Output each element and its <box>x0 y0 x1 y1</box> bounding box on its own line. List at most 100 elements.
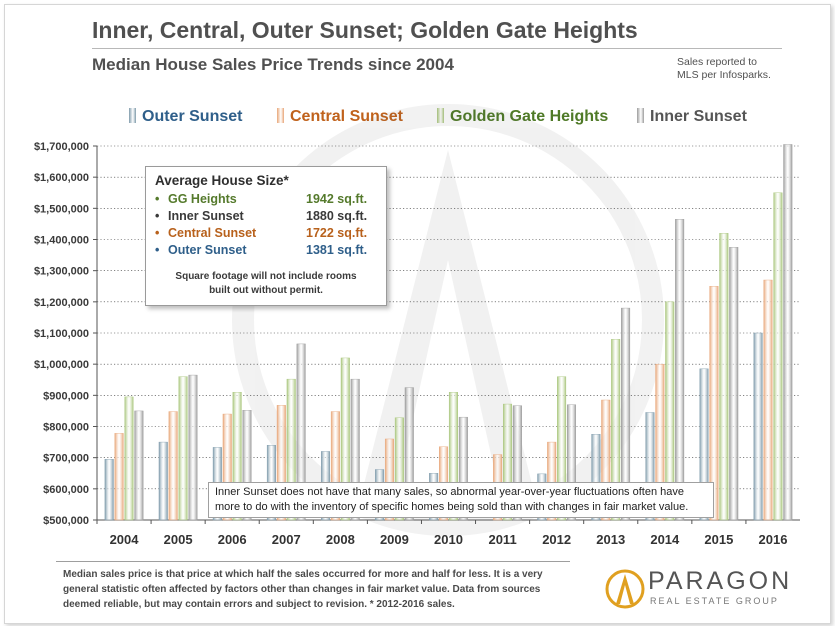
y-tick-label: $1,400,000 <box>34 235 89 247</box>
size-row-value: 1880 sq.ft. <box>306 209 368 223</box>
y-tick-label: $1,300,000 <box>34 266 89 278</box>
bar-golden-gate-heights-2007 <box>286 378 296 521</box>
size-row-value: 1381 sq.ft. <box>306 243 368 257</box>
size-row-label: GG Heights <box>168 192 237 206</box>
x-tick-label: 2014 <box>650 532 680 547</box>
x-tick-label: 2006 <box>218 532 247 547</box>
bar-central-sunset-2004 <box>114 433 124 521</box>
footer-divider <box>56 561 570 562</box>
inner-sunset-annotation: Inner Sunset does not have that many sal… <box>208 482 714 518</box>
y-tick-label: $600,000 <box>43 484 89 496</box>
bar-central-sunset-2014 <box>655 363 665 521</box>
bar-golden-gate-heights-2010 <box>448 392 458 521</box>
bar-golden-gate-heights-2006 <box>232 392 242 521</box>
bar-golden-gate-heights-2012 <box>557 376 567 521</box>
legend-label-inner-sunset: Inner Sunset <box>650 108 747 125</box>
legend-item-outer-sunset: Outer Sunset <box>129 108 242 126</box>
bar-golden-gate-heights-2016 <box>773 192 783 521</box>
y-tick-label: $1,600,000 <box>34 172 89 184</box>
size-row-label: Outer Sunset <box>168 243 247 257</box>
footnote: Median sales price is that price at whic… <box>63 569 543 610</box>
legend-swatch-inner-sunset <box>637 108 644 123</box>
y-tick-label: $1,200,000 <box>34 297 89 309</box>
size-row-gg-heights: • GG Heights 1942 sq.ft. <box>155 192 385 206</box>
bar-outer-sunset-2004 <box>104 459 114 521</box>
bar-central-sunset-2012 <box>547 441 557 521</box>
bar-outer-sunset-2015 <box>699 368 709 521</box>
bar-inner-sunset-2016 <box>783 144 793 521</box>
bar-golden-gate-heights-2004 <box>124 396 134 521</box>
size-row-value: 1722 sq.ft. <box>306 226 368 240</box>
y-tick-label: $500,000 <box>43 515 89 527</box>
chart-subtitle: Median House Sales Price Trends since 20… <box>92 55 454 74</box>
bar-central-sunset-2015 <box>709 286 719 521</box>
paragon-logo-icon <box>605 569 645 609</box>
brand-name: PARAGON <box>648 567 793 595</box>
legend-label-central-sunset: Central Sunset <box>290 108 403 125</box>
x-tick-label: 2004 <box>110 532 140 547</box>
y-tick-label: $1,500,000 <box>34 203 89 215</box>
legend-item-inner-sunset: Inner Sunset <box>637 108 747 126</box>
average-size-title: Average House Size* <box>155 173 289 188</box>
average-size-footnote-line1: Square footage will not include rooms <box>175 271 357 282</box>
bar-outer-sunset-2005 <box>158 441 168 521</box>
bar-outer-sunset-2013 <box>591 434 601 521</box>
size-row-value: 1942 sq.ft. <box>306 192 368 206</box>
y-tick-label: $800,000 <box>43 422 89 434</box>
bar-central-sunset-2008 <box>330 411 340 521</box>
source-note-line2: MLS per Infosparks. <box>677 69 771 81</box>
x-tick-label: 2007 <box>272 532 301 547</box>
bar-golden-gate-heights-2013 <box>611 339 621 521</box>
size-row-bullet: • <box>155 226 160 240</box>
bar-outer-sunset-2016 <box>753 332 763 521</box>
bar-golden-gate-heights-2009 <box>394 417 404 521</box>
x-tick-label: 2010 <box>434 532 463 547</box>
bar-inner-sunset-2009 <box>404 387 414 521</box>
bar-central-sunset-2006 <box>222 413 232 521</box>
size-row-inner-sunset: • Inner Sunset 1880 sq.ft. <box>155 209 385 223</box>
bar-central-sunset-2005 <box>168 411 178 521</box>
x-tick-label: 2008 <box>326 532 355 547</box>
source-note: Sales reported to MLS per Infosparks. <box>677 56 787 82</box>
chart-frame <box>4 4 831 624</box>
bar-inner-sunset-2008 <box>350 378 360 521</box>
bar-central-sunset-2007 <box>276 405 286 521</box>
y-tick-label: $1,100,000 <box>34 328 89 340</box>
bar-central-sunset-2013 <box>601 399 611 521</box>
y-tick-label: $1,700,000 <box>34 141 89 153</box>
bar-inner-sunset-2011 <box>512 405 522 521</box>
bar-golden-gate-heights-2015 <box>719 233 729 521</box>
average-size-box: Average House Size* • GG Heights 1942 sq… <box>145 166 387 306</box>
bar-inner-sunset-2007 <box>296 343 306 521</box>
size-row-bullet: • <box>155 243 160 257</box>
bar-outer-sunset-2014 <box>645 412 655 521</box>
size-row-central-sunset: • Central Sunset 1722 sq.ft. <box>155 226 385 240</box>
average-size-footnote: Square footage will not include rooms bu… <box>146 270 386 298</box>
average-size-footnote-line2: built out without permit. <box>209 285 323 296</box>
x-tick-label: 2015 <box>704 532 733 547</box>
chart-title: Inner, Central, Outer Sunset; Golden Gat… <box>92 17 638 43</box>
bar-inner-sunset-2005 <box>188 374 198 521</box>
x-tick-label: 2009 <box>380 532 409 547</box>
y-tick-label: $1,000,000 <box>34 359 89 371</box>
bar-golden-gate-heights-2005 <box>178 376 188 521</box>
bar-inner-sunset-2015 <box>729 247 739 521</box>
bar-golden-gate-heights-2014 <box>665 301 675 521</box>
size-row-label: Inner Sunset <box>168 209 244 223</box>
legend-label-golden-gate-heights: Golden Gate Heights <box>450 108 609 125</box>
bar-central-sunset-2016 <box>763 279 773 521</box>
size-row-outer-sunset: • Outer Sunset 1381 sq.ft. <box>155 243 385 257</box>
x-tick-label: 2013 <box>596 532 625 547</box>
title-divider <box>92 48 782 49</box>
x-tick-label: 2016 <box>759 532 788 547</box>
legend-swatch-outer-sunset <box>129 108 136 123</box>
bar-inner-sunset-2004 <box>134 410 144 521</box>
legend-label-outer-sunset: Outer Sunset <box>142 108 243 125</box>
watermark-logo <box>232 104 664 536</box>
legend: Outer Sunset Central Sunset Golden Gate … <box>0 108 835 132</box>
legend-item-central-sunset: Central Sunset <box>277 108 403 126</box>
legend-swatch-central-sunset <box>277 108 284 123</box>
y-tick-label: $900,000 <box>43 390 89 402</box>
size-row-bullet: • <box>155 209 160 223</box>
